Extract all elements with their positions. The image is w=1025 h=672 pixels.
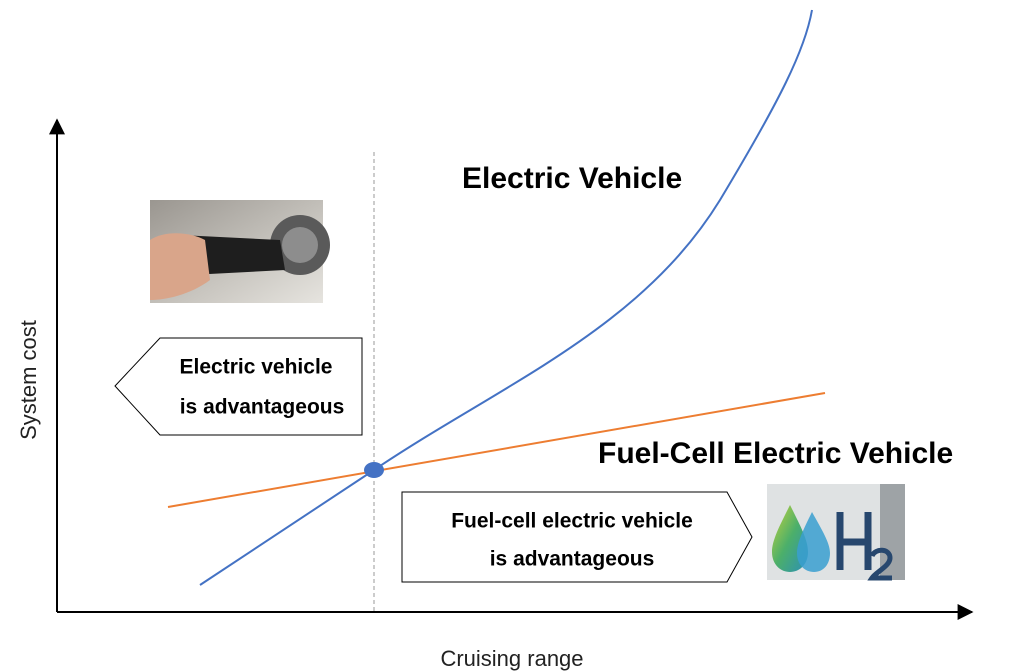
fcev-curve — [167, 392, 826, 508]
fcev-label: Fuel-Cell Electric Vehicle — [598, 437, 953, 470]
left-region-arrow — [114, 337, 363, 436]
hydrogen-photo — [767, 484, 905, 581]
intersection-point — [364, 462, 384, 478]
right-region-text: is advantageous — [490, 548, 655, 571]
right-region-arrow — [401, 491, 753, 583]
x-axis-label: Cruising range — [440, 646, 583, 671]
left-region-text: is advantageous — [180, 396, 345, 419]
left-region-text: Electric vehicle — [180, 356, 333, 379]
ev-curve — [199, 9, 813, 586]
right-region-text: Fuel-cell electric vehicle — [451, 510, 693, 533]
ev-charging-photo — [150, 200, 330, 303]
y-axis-label: System cost — [16, 320, 41, 440]
ev-label: Electric Vehicle — [462, 162, 682, 195]
